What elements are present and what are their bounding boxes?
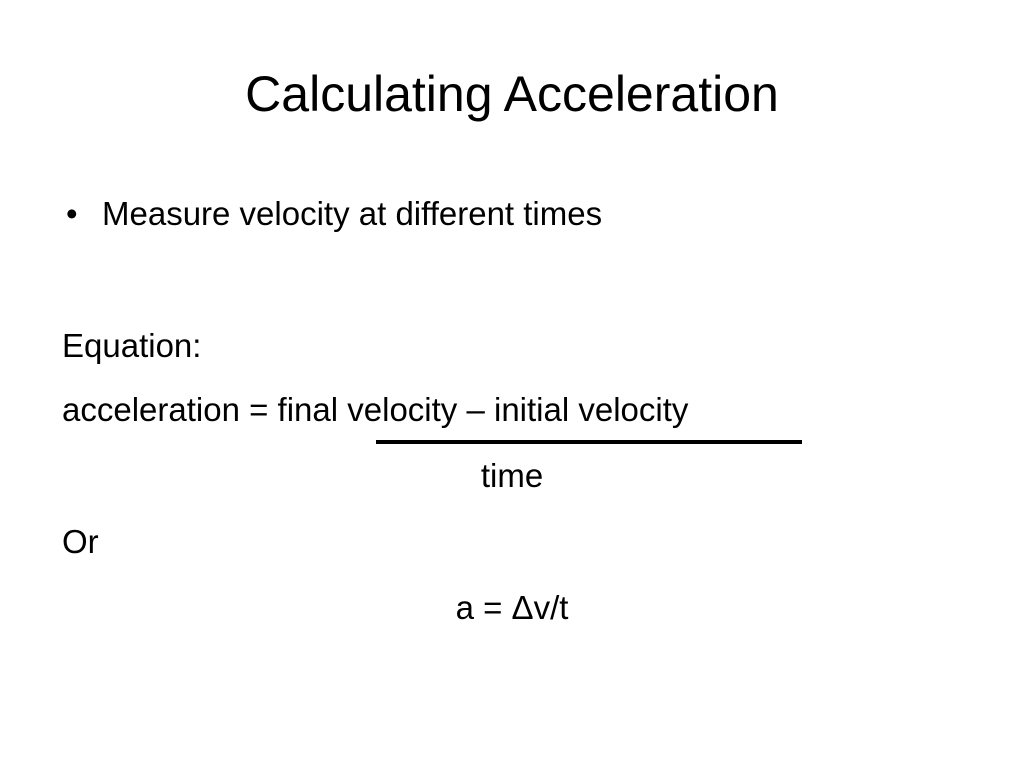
bullet-text: Measure velocity at different times: [102, 195, 603, 232]
slide-title: Calculating Acceleration: [245, 66, 779, 122]
bullet-icon: •: [66, 195, 78, 232]
equation-denominator: time: [480, 457, 544, 494]
fraction-bar: [376, 440, 802, 444]
equation-label: Equation:: [62, 327, 202, 364]
equation-numerator: acceleration = final velocity – initial …: [62, 391, 689, 428]
or-label: Or: [62, 523, 99, 560]
short-equation: a = Δv/t: [455, 589, 569, 626]
